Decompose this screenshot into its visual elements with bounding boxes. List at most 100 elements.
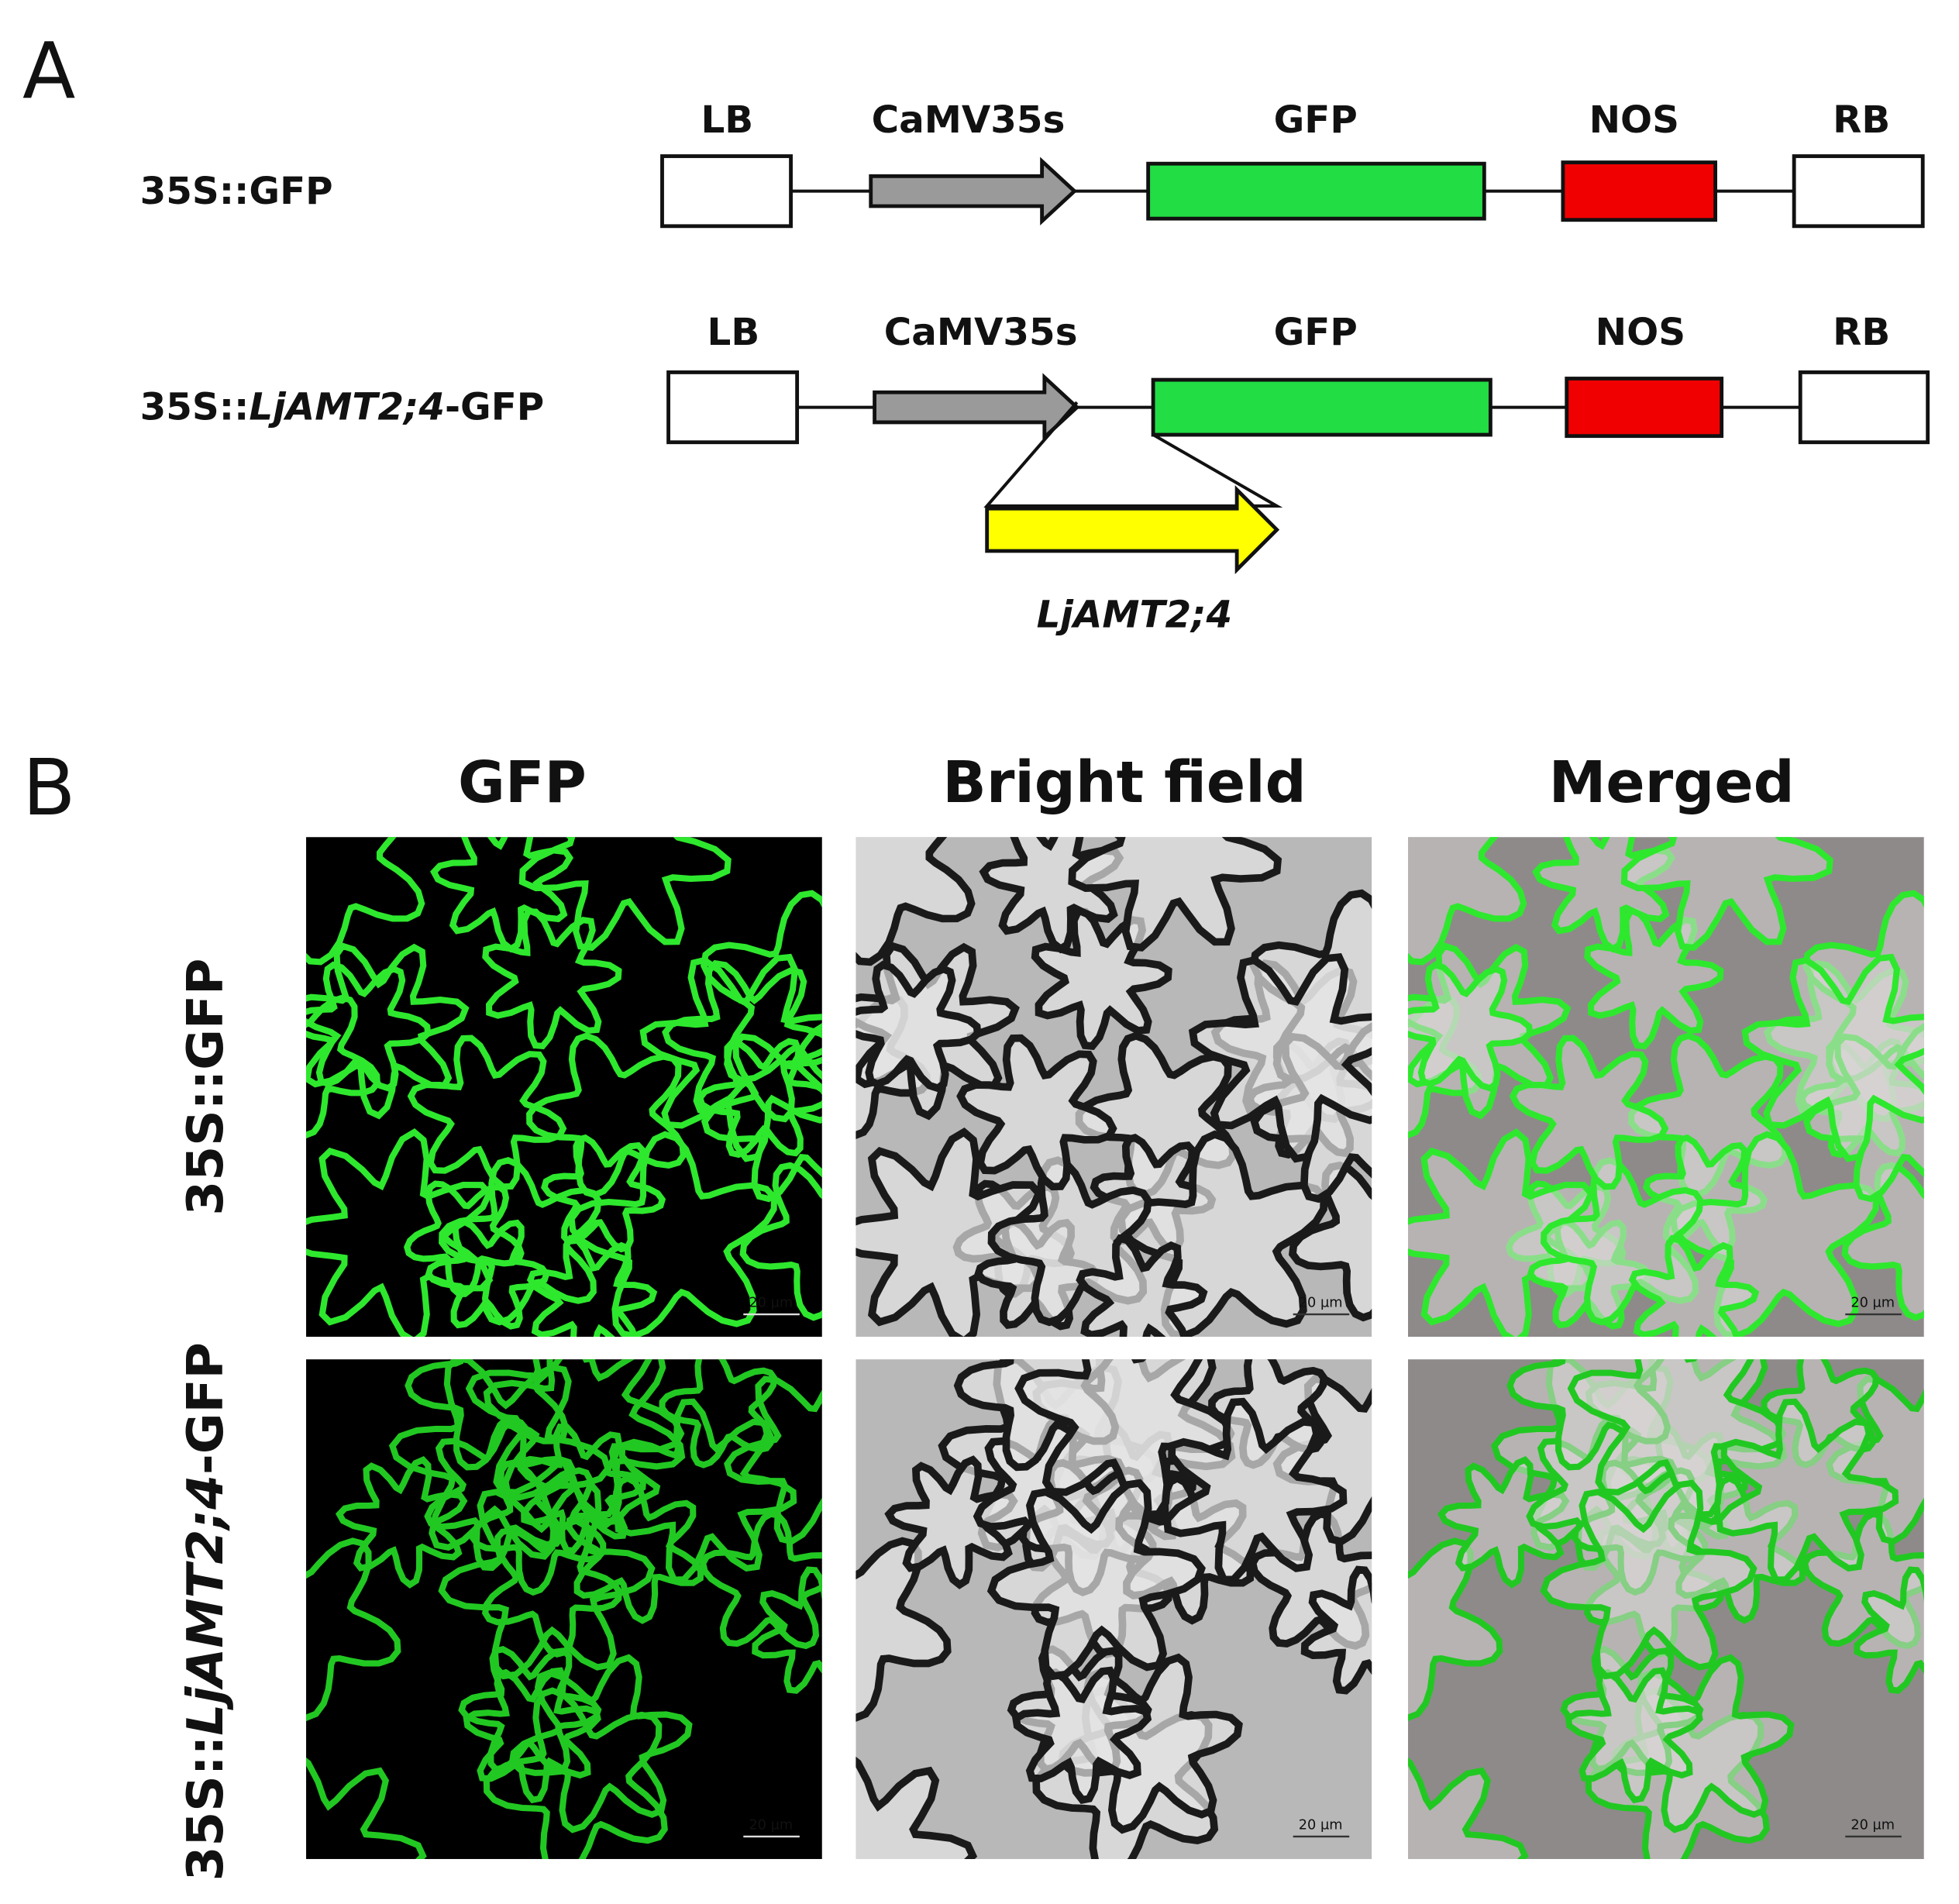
scale-bar-label: 20 µm [749, 1295, 793, 1310]
element-label: GFP [1274, 311, 1358, 354]
cell-fill [1193, 957, 1372, 1159]
element-label: RB [1833, 98, 1890, 142]
gfp-box [1151, 377, 1492, 437]
element-label: LB [701, 98, 753, 142]
cell-wall [463, 1667, 601, 1804]
construct-name-part: LjAMT2;4 [249, 386, 445, 429]
cell-wall [1841, 1162, 1924, 1321]
cell-fill [1513, 1038, 1665, 1187]
cell-wall [1565, 1667, 1703, 1804]
cell-wall [1407, 1128, 1596, 1338]
cell-fill [1441, 1459, 1566, 1585]
border-box [660, 154, 793, 229]
cell-wall [335, 1456, 468, 1589]
promoter-arrow [873, 373, 1080, 442]
construct-name-part: -GFP [445, 386, 544, 429]
cell-wall [739, 1162, 822, 1321]
cell-wall [1509, 1035, 1669, 1190]
insert-line [983, 401, 1283, 508]
cell-wall [1188, 952, 1372, 1163]
cell-wall [306, 1537, 401, 1721]
column-header: Merged [1549, 749, 1795, 816]
cell-wall [1741, 953, 1924, 1162]
cell-wall [1407, 1757, 1529, 1859]
cell-fill [1018, 1359, 1231, 1515]
cell-wall [1854, 1566, 1924, 1694]
cell-fill [991, 1482, 1202, 1676]
cell-fill [1304, 1569, 1372, 1691]
cell-wall [541, 1134, 666, 1253]
column-header: GFP [458, 749, 587, 816]
promoter-arrow [869, 157, 1078, 226]
element-label: CaMV35s [884, 311, 1078, 354]
element-label: CaMV35s [872, 98, 1066, 142]
cell-fill [1407, 1761, 1525, 1859]
cell-fill [1293, 1165, 1372, 1318]
cell-fill [889, 1459, 1014, 1585]
cell-wall [306, 942, 470, 1120]
row-label: 35S::GFP [177, 959, 235, 1216]
cell-fill [1744, 957, 1924, 1159]
cell-wall [306, 1128, 494, 1338]
cell-fill [856, 1131, 1039, 1338]
cell-wall [430, 837, 574, 953]
micrographs: 20 µm 20 µm 20 µm 20 µm 20 µm 20 µm [306, 837, 1924, 1859]
cell-fill [1857, 1569, 1924, 1691]
cell-fill [1543, 1482, 1754, 1676]
cell-wall [856, 1537, 952, 1722]
cell-wall [1531, 837, 1675, 953]
cell-wall [1620, 837, 1833, 952]
cell-wall [659, 1359, 778, 1468]
cell-outlines [306, 1359, 822, 1859]
element-label: NOS [1589, 98, 1679, 142]
cell-wall [1437, 1456, 1570, 1589]
row-label-part: 35S:: [177, 1736, 235, 1882]
cell-outlines [1407, 837, 1924, 1338]
micrograph: 20 µm [306, 837, 822, 1338]
cell-wall [1716, 1398, 1899, 1583]
cell-wall [699, 1510, 822, 1650]
cell-wall [1011, 1666, 1152, 1805]
cell-wall [306, 961, 432, 1092]
construct-name-part: 35S::GFP [140, 170, 333, 213]
nos-box [1565, 377, 1724, 439]
border-box [1792, 154, 1925, 229]
cell-wall [1567, 1359, 1787, 1518]
element-label: NOS [1596, 311, 1685, 354]
cell-fill [1407, 1131, 1592, 1338]
cell-wall [424, 1414, 577, 1572]
cell-wall [407, 1035, 567, 1190]
cell-wall [1300, 1565, 1372, 1695]
cell-wall [1540, 1479, 1758, 1680]
cell-wall [1407, 837, 1527, 966]
cell-wall [1163, 1397, 1348, 1584]
insert-label: LjAMT2;4 [1037, 593, 1233, 636]
cell-wall [425, 1218, 550, 1330]
cell-wall [306, 837, 425, 966]
cell-outlines [1407, 1359, 1924, 1859]
element-label: GFP [1274, 98, 1358, 142]
cell-wall [856, 960, 982, 1093]
scale-bar-label: 20 µm [1851, 1817, 1895, 1833]
cell-wall [438, 1479, 656, 1680]
cell-wall [482, 908, 622, 1050]
cell-wall [884, 1455, 1018, 1589]
cell-fill [1844, 1165, 1924, 1318]
cell-wall [639, 953, 822, 1162]
cell-wall [614, 1398, 797, 1583]
cell-wall [306, 1757, 427, 1859]
nos-box [1561, 160, 1718, 222]
cell-wall [979, 837, 1124, 954]
micrograph: 20 µm [856, 1359, 1372, 1859]
micrograph: 20 µm [1407, 1359, 1924, 1859]
element-label: LB [708, 311, 760, 354]
cell-wall [701, 890, 822, 1083]
cell-wall [1407, 1537, 1503, 1721]
cell-wall [986, 1479, 1206, 1681]
cell-wall [1407, 961, 1534, 1092]
scale-bar-label: 20 µm [1299, 1295, 1343, 1310]
border-box [1798, 370, 1930, 445]
element-label: RB [1833, 311, 1890, 354]
